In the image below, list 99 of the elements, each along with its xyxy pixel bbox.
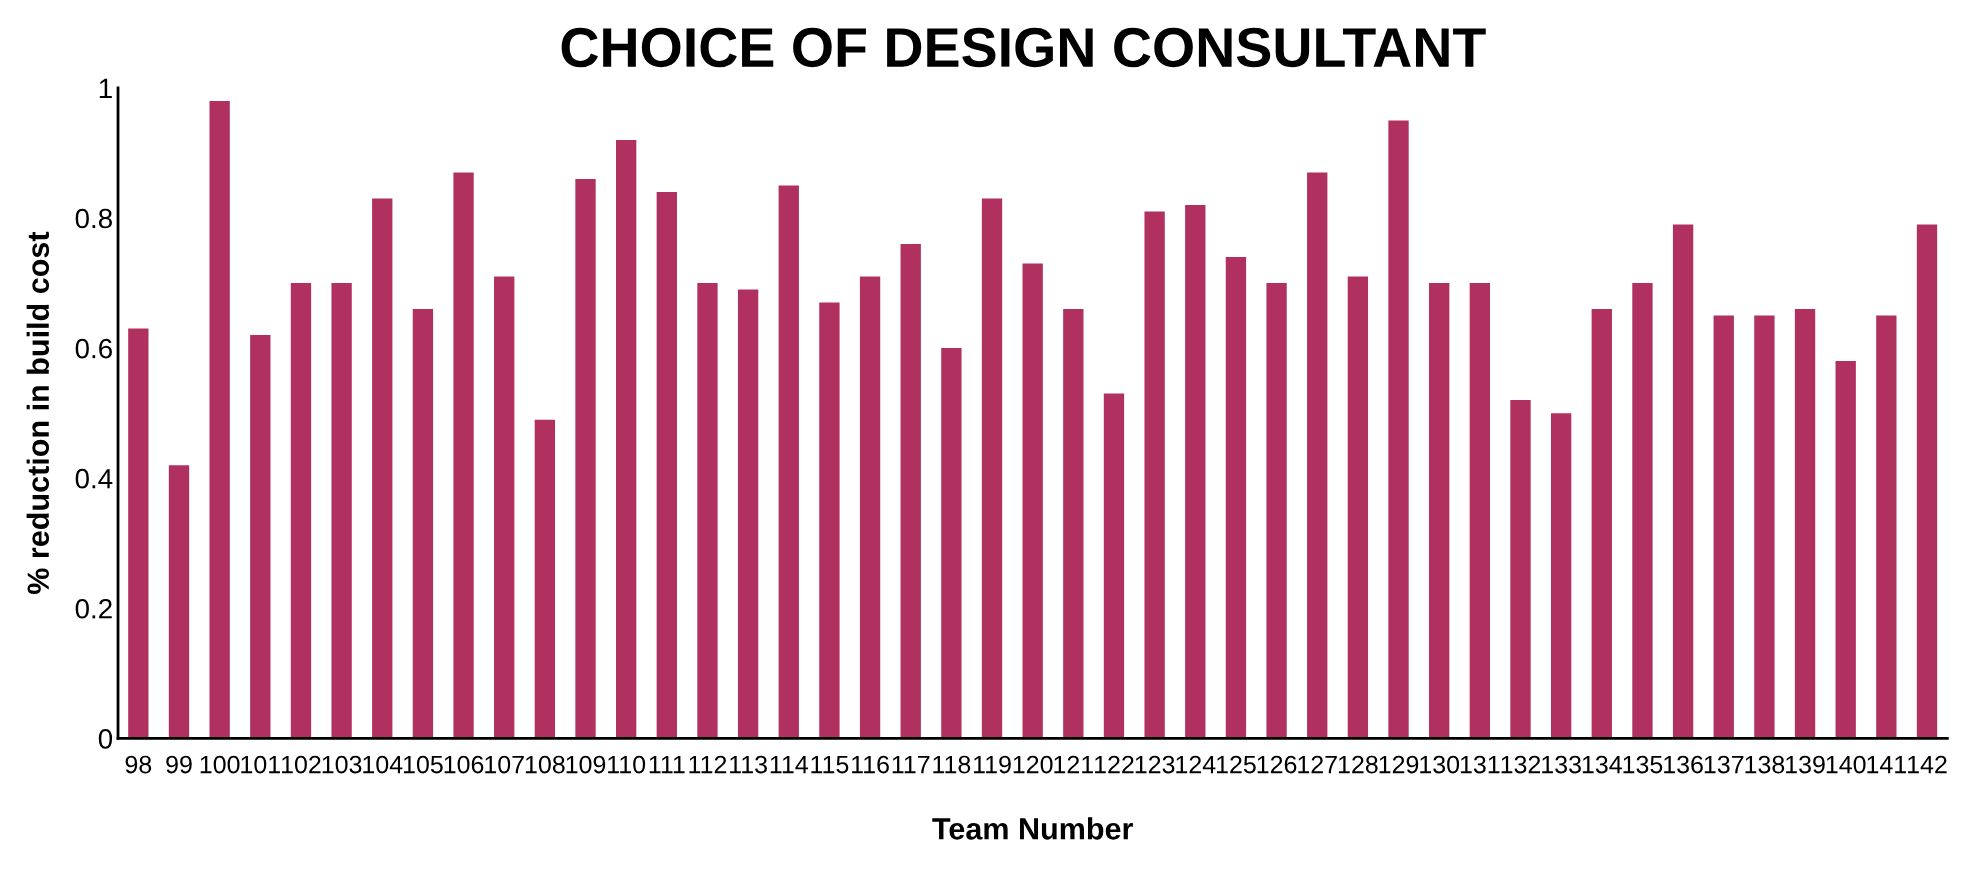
x-tick-label: 128 [1338, 755, 1378, 774]
x-tick-label: 113 [730, 755, 767, 774]
x-tick-label: 127 [1298, 755, 1337, 774]
x-tick-label: 141 [1867, 755, 1906, 774]
bar [1307, 172, 1328, 739]
x-tick-label: 124 [1176, 755, 1216, 774]
x-axis-title: Team Number [932, 817, 1133, 840]
bar [616, 139, 637, 739]
x-tick-label: 106 [444, 755, 484, 774]
bar [1713, 315, 1734, 739]
bar [1591, 309, 1612, 739]
x-tick-label: 110 [608, 755, 646, 774]
bar [534, 419, 556, 739]
bar [1063, 309, 1084, 739]
bar [331, 283, 352, 739]
y-tick-label: 0.2 [75, 598, 112, 619]
bar [1754, 315, 1775, 739]
bar [1469, 283, 1490, 739]
bar [1266, 283, 1287, 739]
bar [1429, 283, 1450, 739]
bar [575, 178, 596, 739]
x-tick-label: 123 [1135, 755, 1175, 774]
bar [168, 465, 190, 739]
bar [1835, 361, 1856, 739]
x-tick-label: 99 [166, 755, 192, 774]
bar [656, 191, 677, 739]
bar [209, 100, 230, 739]
bar [453, 172, 474, 739]
x-tick-label: 142 [1908, 755, 1947, 774]
x-tick-label: 102 [282, 755, 321, 774]
x-tick-label: 103 [322, 755, 362, 774]
y-tick-label: 0 [98, 729, 113, 749]
x-tick-label: 132 [1501, 755, 1541, 774]
chart-title: CHOICE OF DESIGN CONSULTANT [561, 27, 1486, 68]
bar [981, 198, 1003, 739]
bar [1388, 120, 1409, 739]
y-axis-title: % reduction in build cost [26, 231, 50, 594]
bar [1185, 204, 1206, 739]
x-tick-label: 120 [1013, 755, 1053, 774]
bar [1225, 257, 1247, 739]
x-tick-label: 107 [485, 755, 524, 774]
x-tick-label: 129 [1379, 755, 1419, 774]
x-tick-label: 114 [770, 755, 808, 774]
x-tick-label: 116 [852, 755, 889, 774]
bar [1550, 413, 1572, 739]
y-tick-label: 0.4 [75, 468, 113, 489]
x-tick-label: 119 [974, 755, 1011, 774]
x-tick-label: 139 [1786, 755, 1825, 774]
x-tick-label: 130 [1420, 755, 1460, 774]
bar [697, 283, 718, 739]
bar [1794, 309, 1816, 739]
x-tick-label: 137 [1704, 755, 1744, 774]
bar [250, 335, 271, 739]
x-tick-label: 122 [1095, 755, 1134, 774]
x-tick-label: 134 [1582, 755, 1622, 774]
x-tick-label: 138 [1745, 755, 1785, 774]
bar [1876, 315, 1897, 739]
x-tick-label: 131 [1460, 755, 1500, 774]
bar [1103, 393, 1125, 739]
x-tick-label: 126 [1257, 755, 1297, 774]
bar [1022, 263, 1043, 739]
x-tick-label: 133 [1542, 755, 1581, 774]
bar [1144, 211, 1165, 739]
bar [372, 198, 393, 739]
x-tick-label: 100 [200, 755, 240, 774]
x-tick-label: 121 [1054, 755, 1093, 774]
bar [737, 289, 759, 739]
x-tick-label: 108 [525, 755, 565, 774]
x-tick-label: 135 [1623, 755, 1663, 774]
x-tick-label: 125 [1216, 755, 1256, 774]
bar [128, 328, 149, 739]
bar [1632, 283, 1653, 739]
x-tick-label: 104 [363, 755, 403, 774]
x-tick-label: 101 [241, 755, 280, 774]
x-tick-label: 98 [125, 755, 152, 774]
x-tick-label: 118 [933, 755, 971, 774]
x-tick-label: 105 [403, 755, 443, 774]
bar [900, 244, 921, 739]
bar [1916, 224, 1938, 739]
x-tick-label: 109 [566, 755, 606, 774]
bar [494, 276, 515, 739]
x-tick-label: 111 [649, 755, 685, 774]
x-tick-label: 136 [1664, 755, 1703, 774]
bar [859, 276, 881, 739]
x-tick-label: 112 [689, 755, 727, 774]
bar [1672, 224, 1694, 739]
bar [290, 283, 312, 739]
bar [778, 185, 799, 739]
y-tick-label: 1 [99, 78, 112, 98]
x-tick-label: 117 [892, 755, 930, 774]
bar [1347, 276, 1369, 739]
bar [941, 348, 962, 739]
y-tick-label: 0.6 [75, 338, 112, 359]
bar [412, 309, 434, 739]
bar [1510, 400, 1531, 739]
x-tick-label: 115 [811, 755, 849, 774]
bar [819, 302, 840, 739]
x-tick-label: 140 [1826, 755, 1866, 774]
y-tick-label: 0.8 [75, 208, 112, 229]
